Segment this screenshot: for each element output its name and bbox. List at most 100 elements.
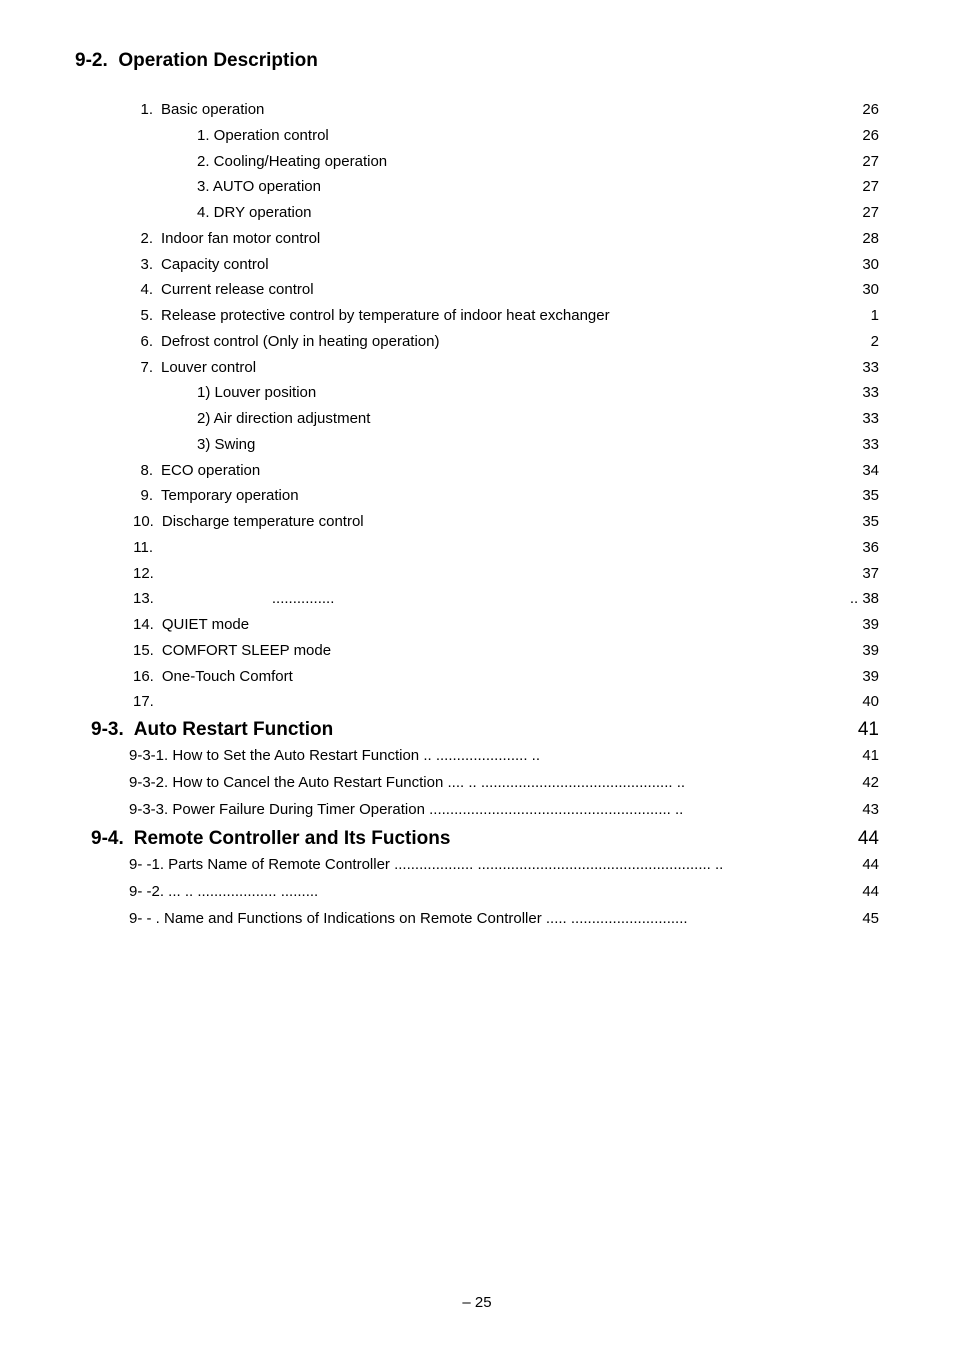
toc-row: 1.Basic operation 26 — [133, 100, 879, 120]
toc-row: 16.One-Touch Comfort 39 — [133, 667, 879, 687]
toc-num: 14. — [133, 615, 162, 635]
toc-row: 1) Louver position 33 — [133, 383, 879, 403]
sub-section-row: 9- - . Name and Functions of Indications… — [129, 910, 879, 927]
toc-page: 33 — [855, 409, 879, 429]
toc-row: 15.COMFORT SLEEP mode39 — [133, 641, 879, 661]
toc-row: 2.Indoor fan motor control 28 — [133, 229, 879, 249]
toc-num: 16. — [133, 667, 162, 687]
toc-text: 1) Louver position — [197, 383, 316, 403]
toc-text: Current release control — [161, 280, 314, 300]
toc-num: 9. — [133, 486, 161, 506]
toc-text: Discharge temperature control — [162, 512, 364, 532]
toc-text: QUIET mode — [162, 615, 249, 635]
toc-page: 26 — [855, 126, 879, 146]
toc-page: 27 — [855, 152, 879, 172]
toc-page: 33 — [855, 435, 879, 455]
toc-row: 2) Air direction adjustment 33 — [133, 409, 879, 429]
toc-page: .. 38 — [850, 589, 879, 609]
toc-text: 2) Air direction adjustment — [197, 409, 370, 429]
toc-row: 3.Capacity control 30 — [133, 255, 879, 275]
sub-text: 9- -2. ... .. ................... ......… — [129, 883, 318, 900]
toc-num: 17. — [133, 692, 162, 712]
toc-num: 3. — [133, 255, 161, 275]
toc-row: 4.Current release control 30 — [133, 280, 879, 300]
toc-text: Basic operation — [161, 100, 264, 120]
toc-page: 39 — [855, 667, 879, 687]
toc-text: Release protective control by temperatur… — [161, 306, 610, 326]
toc-text: Indoor fan motor control — [161, 229, 320, 249]
toc-page: 36 — [855, 538, 879, 558]
sub-section-row: 9- -2. ... .. ................... ......… — [129, 883, 879, 900]
toc-page: 40 — [855, 692, 879, 712]
toc-text: 4. DRY operation — [197, 203, 312, 223]
sub-text: 9- - . Name and Functions of Indications… — [129, 910, 688, 927]
toc-row: 1. Operation control 26 — [133, 126, 879, 146]
sub-text: 9-3-1. How to Set the Auto Restart Funct… — [129, 747, 540, 764]
toc-text: Temporary operation — [161, 486, 299, 506]
toc-page: 27 — [855, 177, 879, 197]
toc-block: 1.Basic operation 26 1. Operation control 2… — [133, 100, 879, 927]
section-page: 41 — [855, 719, 879, 741]
toc-row: 7.Louver control33 — [133, 358, 879, 378]
toc-num: 2. — [133, 229, 161, 249]
sub-page: 44 — [855, 856, 879, 873]
toc-text: Capacity control — [161, 255, 269, 275]
toc-num: 4. — [133, 280, 161, 300]
sub-section-row: 9-3-1. How to Set the Auto Restart Funct… — [129, 747, 879, 764]
sub-section-row: 9- -1. Parts Name of Remote Controller .… — [129, 856, 879, 873]
toc-page: 35 — [855, 486, 879, 506]
section-num: 9-4. — [91, 828, 134, 850]
toc-row: 11.36 — [133, 538, 879, 558]
sub-section-row: 9-3-3. Power Failure During Timer Operat… — [129, 801, 879, 818]
section-num: 9-2. — [75, 50, 108, 71]
toc-text: 1. Operation control — [197, 126, 329, 146]
toc-page: 39 — [855, 641, 879, 661]
toc-page: 33 — [855, 383, 879, 403]
toc-text: 3. AUTO operation — [197, 177, 321, 197]
sub-text: 9- -1. Parts Name of Remote Controller .… — [129, 856, 723, 873]
toc-page: 1 — [855, 306, 879, 326]
toc-row: 12.37 — [133, 564, 879, 584]
toc-row: 3. AUTO operation 27 — [133, 177, 879, 197]
toc-text: 3) Swing — [197, 435, 255, 455]
toc-page: 30 — [855, 280, 879, 300]
toc-row: 5.Release protective control by temperat… — [133, 306, 879, 326]
toc-page: 28 — [855, 229, 879, 249]
toc-text: One-Touch Comfort — [162, 667, 293, 687]
toc-text: ECO operation — [161, 461, 260, 481]
toc-row: 13.................. 38 — [133, 589, 879, 609]
toc-row: 10.Discharge temperature control 35 — [133, 512, 879, 532]
toc-page: 30 — [855, 255, 879, 275]
toc-page: 2 — [855, 332, 879, 352]
toc-num: 10. — [133, 512, 162, 532]
toc-page: 34 — [855, 461, 879, 481]
toc-num: 11. — [133, 538, 161, 558]
toc-num: 7. — [133, 358, 161, 378]
section-title-text: Operation Description — [118, 50, 318, 71]
section-title: Auto Restart Function — [134, 719, 334, 741]
toc-num: 6. — [133, 332, 161, 352]
toc-row: 6.Defrost control (Only in heating opera… — [133, 332, 879, 352]
toc-row: 2. Cooling/Heating operation 27 — [133, 152, 879, 172]
toc-text: Defrost control (Only in heating operati… — [161, 332, 439, 352]
sub-page: 44 — [855, 883, 879, 900]
toc-page: 27 — [855, 203, 879, 223]
sub-section-row: 9-3-2. How to Cancel the Auto Restart Fu… — [129, 774, 879, 791]
toc-text: Louver control — [161, 358, 256, 378]
toc-num: 12. — [133, 564, 162, 584]
toc-text: 2. Cooling/Heating operation — [197, 152, 387, 172]
toc-row: 3) Swing 33 — [133, 435, 879, 455]
toc-num: 1. — [133, 100, 161, 120]
section-heading: 9-2. Operation Description — [75, 50, 879, 72]
sub-page: 43 — [855, 801, 879, 818]
toc-row: 14.QUIET mode39 — [133, 615, 879, 635]
section-title: Remote Controller and Its Fuctions — [134, 828, 451, 850]
toc-row: 9.Temporary operation 35 — [133, 486, 879, 506]
sub-text: 9-3-3. Power Failure During Timer Operat… — [129, 801, 683, 818]
sub-page: 41 — [855, 747, 879, 764]
toc-page: 26 — [855, 100, 879, 120]
section-row: 9-3.Auto Restart Function41 — [91, 719, 879, 741]
toc-page: 35 — [855, 512, 879, 532]
sub-page: 45 — [855, 910, 879, 927]
section-page: 44 — [855, 828, 879, 850]
